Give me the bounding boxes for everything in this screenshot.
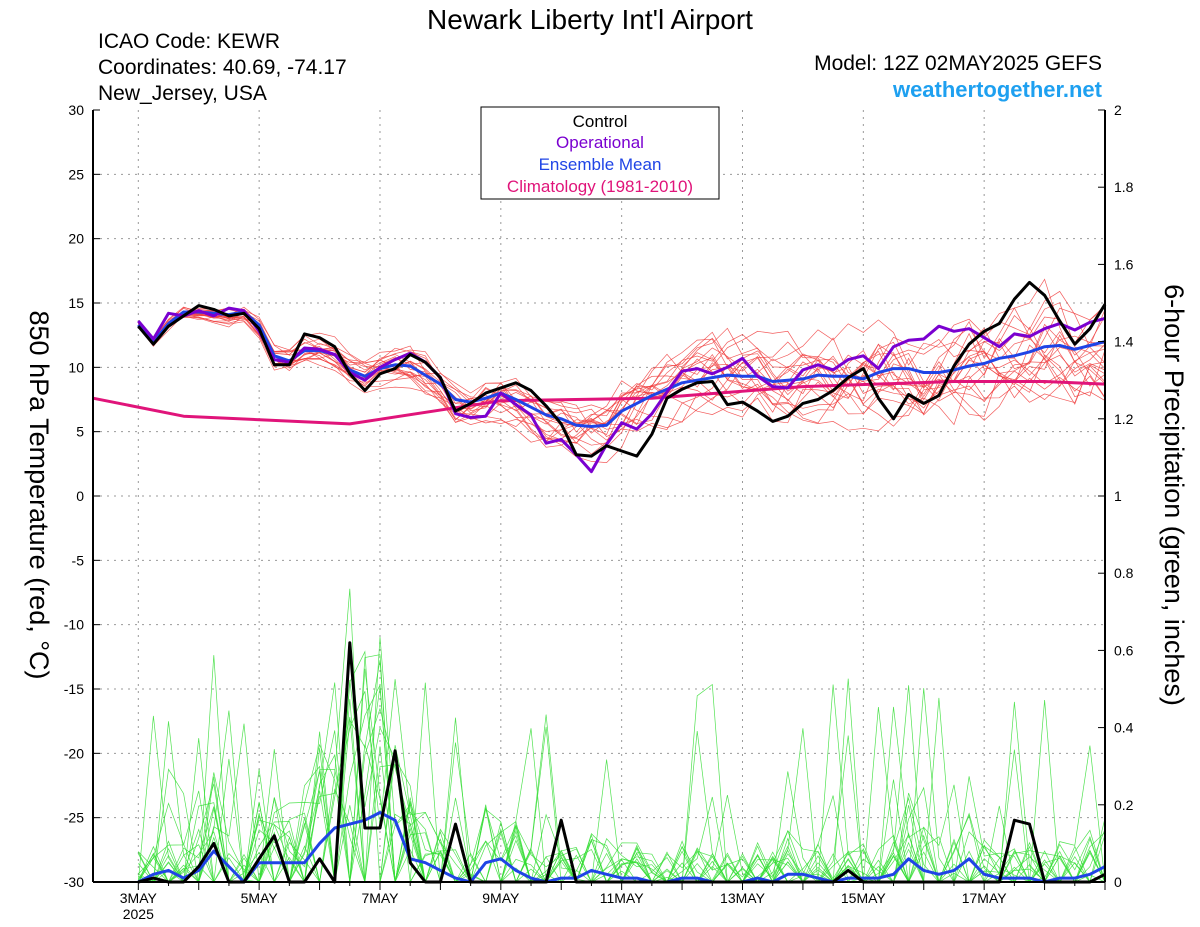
x-tick-label: 13MAY: [720, 890, 766, 906]
legend-control: Control: [573, 112, 628, 131]
y-tick-label: -30: [64, 874, 84, 890]
x-tick-label: 7MAY: [361, 890, 399, 906]
grid-lines: [93, 110, 1105, 882]
y2-axis-label: 6-hour Precipitation (green, inches): [1159, 284, 1189, 706]
legend-ensemble-mean: Ensemble Mean: [539, 155, 662, 174]
icao-code: ICAO Code: KEWR: [98, 30, 280, 53]
y-tick-label: 0: [76, 488, 84, 504]
x-tick-label: 5MAY: [241, 890, 279, 906]
temp-operational-line: [137, 306, 1106, 474]
precip-member-line: [138, 682, 1105, 884]
y2-tick-label: 0.6: [1114, 642, 1134, 658]
temp-control-line: [137, 280, 1107, 458]
y2-tick-label: 0: [1114, 874, 1122, 890]
legend-operational: Operational: [556, 133, 644, 152]
y-tick-label: 15: [68, 295, 84, 311]
y-tick-label: -15: [64, 681, 84, 697]
precip-ensemble-mean-line: [137, 811, 1106, 884]
region: New_Jersey, USA: [98, 82, 267, 105]
precip-member-line: [137, 686, 1105, 884]
y-tick-label: 20: [68, 231, 84, 247]
legend-climatology: Climatology (1981-2010): [507, 177, 693, 196]
precip-member-line: [138, 654, 1105, 883]
coordinates: Coordinates: 40.69, -74.17: [98, 56, 347, 79]
y-tick-label: -10: [64, 617, 84, 633]
y-tick-label: -25: [64, 810, 84, 826]
y2-tick-label: 1.2: [1114, 411, 1134, 427]
y2-tick-label: 1.6: [1114, 256, 1134, 272]
y2-tick-label: 0.8: [1114, 565, 1134, 581]
climatology-line: [92, 380, 1106, 426]
y-tick-label: 30: [68, 102, 84, 118]
site-link[interactable]: weathertogether.net: [892, 77, 1103, 102]
y2-tick-label: 2: [1114, 102, 1122, 118]
x-tick-label: 17MAY: [962, 890, 1008, 906]
series-lines: [92, 280, 1107, 884]
chart-title: Newark Liberty Int'l Airport: [427, 4, 753, 35]
y-tick-label: 5: [76, 424, 84, 440]
model-run: Model: 12Z 02MAY2025 GEFS: [814, 52, 1102, 75]
precip-member-line: [138, 678, 1106, 883]
x-tick-label: 11MAY: [600, 890, 644, 906]
y-axis-label: 850 hPa Temperature (red, °C): [24, 311, 54, 680]
precip-member-line: [138, 679, 1106, 884]
precip-member-line: [138, 697, 1106, 883]
y2-tick-label: 1.4: [1114, 334, 1134, 350]
y2-tick-label: 1.8: [1114, 179, 1134, 195]
axes: 302520151050-5-10-15-20-25-3021.81.61.41…: [64, 102, 1134, 922]
temp-member-line: [138, 306, 1106, 427]
x-year-label: 2025: [123, 906, 154, 922]
x-tick-label: 3MAY: [120, 890, 158, 906]
y2-tick-label: 0.4: [1114, 720, 1134, 736]
y2-tick-label: 0.2: [1114, 797, 1134, 813]
y-tick-label: 10: [68, 359, 84, 375]
y-tick-label: 25: [68, 166, 84, 182]
y-tick-label: -20: [64, 745, 84, 761]
legend-box: [480, 106, 720, 200]
legend: Control Operational Ensemble Mean Climat…: [480, 106, 720, 200]
y-tick-label: -5: [72, 552, 85, 568]
x-tick-label: 9MAY: [482, 890, 520, 906]
y2-tick-label: 1: [1114, 488, 1122, 504]
x-tick-label: 15MAY: [841, 890, 887, 906]
